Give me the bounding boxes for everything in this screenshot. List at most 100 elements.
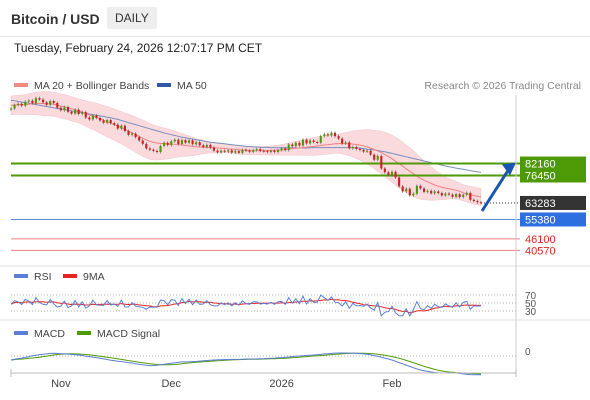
legend-macd: MACD [14,328,65,340]
instrument-title: Bitcoin / USD [11,11,100,27]
legend-macd-signal-label: MACD Signal [97,328,161,340]
candle [63,107,66,111]
candle [412,193,415,196]
candle [173,139,176,142]
candle [248,150,251,152]
candle [70,111,73,114]
candle [230,150,233,153]
candle [358,148,361,150]
macd-signal-swatch [77,331,91,336]
candle [401,186,404,192]
candle [440,193,443,196]
candle [362,149,365,152]
candle [405,188,408,192]
candle [415,185,418,194]
candle [472,199,475,202]
rsi-tick-30: 30 [525,307,537,318]
candle [369,150,372,155]
candle [91,115,94,120]
forecast-arrow-shaft [480,169,510,212]
candle [323,134,326,137]
candle [422,188,426,192]
candle [337,136,340,139]
candle [45,102,48,105]
candle [394,171,397,178]
candle [123,125,126,131]
legend-rsi-ma: 9MA [63,271,105,283]
legend-macd-signal: MACD Signal [77,328,160,340]
macd-line [10,352,481,376]
candle [398,177,401,187]
candle [59,107,62,111]
candle [390,171,394,175]
timeframe-badge[interactable]: DAILY [107,7,157,29]
level-label-bg-3 [520,212,586,227]
candle [148,148,151,150]
rsi-tick-70: 70 [525,291,537,302]
candle [301,139,305,146]
candle [426,190,429,192]
candle [269,150,272,152]
candle [305,139,308,144]
candle [312,140,315,142]
candle [177,139,180,145]
candle [447,193,451,195]
legend-rsi-ma-label: 9MA [83,271,105,283]
ma50-line [10,99,482,173]
candle [262,150,265,152]
candles [9,96,483,205]
candle [170,141,173,146]
candle [216,150,219,153]
candle [205,144,208,147]
candle [127,130,130,135]
candle [408,188,411,196]
candle [348,142,351,149]
candle [31,100,34,104]
candle [309,140,312,144]
candle [455,194,458,197]
candle [155,150,159,152]
candle [266,151,269,153]
candle [298,142,301,146]
candle [27,100,30,102]
candle [376,155,379,160]
candle [9,108,13,110]
legend-macd-label: MACD [34,328,65,340]
candle [120,125,123,129]
candle [326,134,329,136]
rsi-line [10,294,482,317]
candle [333,132,337,137]
candle [163,142,166,146]
rsi-ma-swatch [63,274,77,279]
forecast-arrow-head [502,162,516,176]
legend-ma50: MA 50 [157,80,207,92]
candle [444,193,447,196]
candle [319,136,322,143]
legend-rsi-label: RSI [34,271,52,283]
level-label-2: 63283 [525,198,556,210]
candle [255,149,258,151]
candle [209,144,212,148]
candle [180,140,183,145]
candle [316,141,319,143]
macd-zero-label: 0 [525,347,531,358]
candle [98,117,102,121]
candle [259,149,262,151]
candle [294,142,297,147]
candle [77,109,80,114]
candle [284,148,287,151]
rsi-tick-50: 50 [525,299,537,310]
rsi-swatch [14,274,28,279]
level-label-3: 55380 [525,214,556,226]
candle [38,98,41,100]
candle [344,142,347,144]
candle [351,146,354,149]
level-label-bg-0 [520,156,586,171]
candle [469,192,472,200]
candle [280,148,283,151]
candle [458,194,461,198]
candle [116,124,119,129]
legend-ma20-label: MA 20 + Bollinger Bands [34,80,150,92]
candle [84,112,87,118]
